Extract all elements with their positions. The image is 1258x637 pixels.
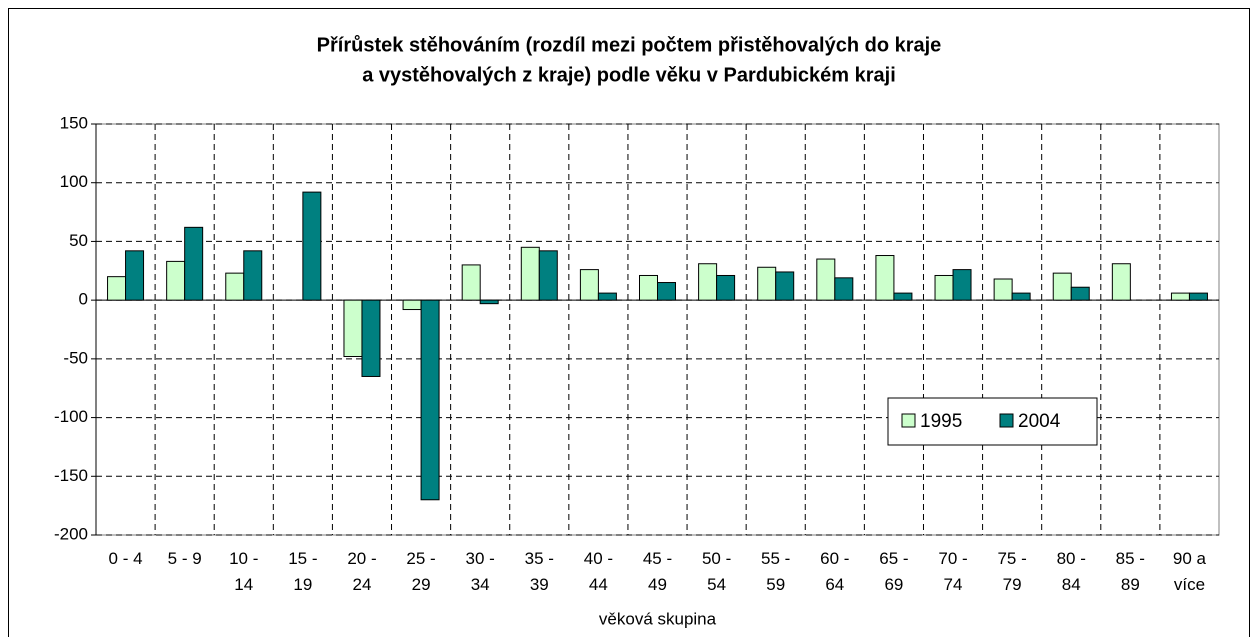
bar: [402, 299, 422, 311]
x-tick-label: 40 - 44: [583, 549, 614, 594]
x-tick-label: 60 - 64: [820, 549, 850, 594]
bar: [1070, 286, 1090, 301]
x-tick-label: 85 - 89: [1115, 549, 1145, 594]
bar: [1111, 263, 1131, 301]
bar: [579, 269, 599, 301]
y-tick-label: -50: [63, 348, 88, 367]
y-tick-label: 100: [60, 172, 88, 191]
legend-swatch: [901, 413, 916, 428]
bar: [775, 271, 795, 301]
legend-label: 2004: [1018, 411, 1061, 432]
x-tick-label: 50 - 54: [701, 549, 732, 594]
y-tick-label: 0: [79, 290, 88, 309]
bar: [538, 250, 558, 301]
x-tick-label: 30 - 34: [465, 549, 495, 594]
bar: [1170, 292, 1190, 301]
chart-title: a vystěhovalých z kraje) podle věku v Pa…: [362, 64, 896, 86]
bar: [834, 277, 854, 301]
bar: [934, 274, 954, 301]
bar: [993, 278, 1013, 301]
bar: [461, 264, 481, 301]
bar: [520, 246, 540, 301]
bar: [361, 299, 381, 377]
bar: [597, 292, 617, 301]
bar: [184, 226, 204, 301]
bar: [125, 250, 145, 301]
bar: [1011, 292, 1031, 301]
bar: [302, 191, 322, 301]
plot-area: [95, 123, 1220, 536]
bar: [698, 263, 718, 301]
x-axis-label: věková skupina: [599, 609, 717, 628]
bar: [639, 274, 658, 301]
x-tick-label: 35 - 39: [524, 549, 554, 594]
bar: [166, 260, 186, 301]
bar: [243, 250, 263, 301]
y-tick-label: 150: [60, 113, 88, 132]
legend-swatch: [999, 413, 1014, 428]
x-tick-label: 70 - 74: [938, 549, 968, 594]
bar: [1052, 272, 1072, 301]
legend-label: 1995: [920, 411, 962, 432]
x-tick-label: 80 - 84: [1056, 549, 1086, 594]
bar: [343, 299, 363, 358]
bar: [657, 282, 676, 301]
x-tick-label: 25 - 29: [406, 549, 436, 594]
bar: [479, 299, 499, 305]
bar: [1188, 292, 1208, 301]
y-tick-label: -150: [54, 466, 88, 485]
bar: [952, 269, 972, 301]
x-tick-label: 20 - 24: [347, 549, 377, 594]
chart-title: Přírůstek stěhováním (rozdíl mezi počtem…: [317, 34, 942, 56]
bar: [875, 255, 895, 301]
x-tick-label: 45 - 49: [642, 549, 673, 594]
x-tick-label: 65 - 69: [879, 549, 909, 594]
x-tick-label: 15 - 19: [288, 549, 318, 594]
y-tick-label: -200: [54, 524, 88, 543]
bar: [420, 299, 440, 501]
bar: [757, 266, 777, 301]
legend-box: [887, 397, 1098, 446]
bar: [107, 276, 127, 301]
bar: [893, 292, 913, 301]
x-tick-label: 0 - 4: [108, 549, 143, 568]
y-tick-label: 50: [69, 231, 88, 250]
x-tick-label: 90 a více: [1172, 549, 1206, 594]
bar: [225, 272, 245, 301]
x-tick-label: 55 - 59: [761, 549, 791, 594]
bar: [716, 274, 736, 301]
x-tick-label: 75 - 79: [997, 549, 1027, 594]
x-tick-label: 10 - 14: [229, 549, 259, 594]
y-tick-label: -100: [54, 407, 88, 426]
bar: [816, 258, 836, 301]
x-tick-label: 5 - 9: [167, 549, 202, 568]
